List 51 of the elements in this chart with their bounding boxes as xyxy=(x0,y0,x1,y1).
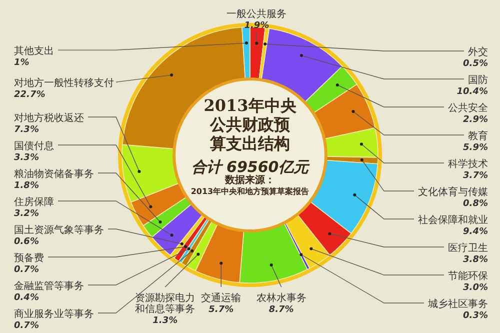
slice-label: 商业服务业等事务 xyxy=(14,308,94,320)
slice-label: 城乡社区事务 xyxy=(427,298,488,310)
data-label: 0.4% xyxy=(14,293,39,303)
slice-label: 农林水事务 xyxy=(256,292,306,304)
data-label: 0.7% xyxy=(14,265,39,275)
data-label: 1.3% xyxy=(152,316,178,326)
text: 2013年中央公共财政预算支出结构 xyxy=(204,96,298,153)
data-label: 1.8% xyxy=(14,181,39,191)
slice-label: 节能环保 xyxy=(448,270,488,282)
data-label: 0.5% xyxy=(463,59,488,70)
slice-label: 金融监管等事务 xyxy=(14,280,84,292)
slice-label: 资源勘探电力和信息等事务 xyxy=(135,292,196,315)
data-label: 1% xyxy=(14,58,30,68)
data-label: 3.3% xyxy=(14,153,39,163)
slice-label: 科学技术 xyxy=(448,158,488,170)
slice-label: 外交 xyxy=(468,46,488,58)
data-label: 3.8% xyxy=(463,255,488,266)
data-label: 5.7% xyxy=(208,305,234,315)
slice-label: 医疗卫生 xyxy=(448,242,488,254)
text: 合计 69560亿元 xyxy=(191,158,311,176)
slice-label: 教育 xyxy=(468,130,488,142)
data-label: 10.4% xyxy=(456,87,488,98)
slice-label: 住房保障 xyxy=(14,196,54,208)
data-label: 0.7% xyxy=(14,321,39,331)
slice-label: 对地方一般性转移支付 xyxy=(14,77,114,90)
data-label: 9.4% xyxy=(463,227,488,238)
data-label: 8.7% xyxy=(268,305,294,315)
slice-label: 国防 xyxy=(468,74,488,86)
data-label: 2.9% xyxy=(463,115,488,126)
source-note: 数据来源： xyxy=(224,174,275,186)
data-label: 3.0% xyxy=(463,283,488,294)
slice-label: 社会保障和就业 xyxy=(418,214,488,226)
data-label: 7.3% xyxy=(14,125,39,135)
slice-label: 交通运输 xyxy=(201,292,242,304)
slice-label: 国债付息 xyxy=(14,140,54,152)
slice-label: 国土资源气象等事务 xyxy=(14,224,104,236)
data-label: 3.2% xyxy=(14,209,39,219)
data-label: 3.7% xyxy=(463,171,488,182)
slice-label: 文化体育与传媒 xyxy=(418,186,488,198)
slice-label: 对地方税收返还 xyxy=(14,112,84,124)
data-label: 5.9% xyxy=(463,143,488,154)
data-label: 0.6% xyxy=(14,237,39,247)
data-label: 22.7% xyxy=(14,90,46,100)
data-label: 0.3% xyxy=(463,311,488,322)
slice-label: 粮油物资储备事务 xyxy=(14,168,94,180)
slice-label: 预备费 xyxy=(14,252,44,264)
slice-label: 一般公共服务 xyxy=(226,8,287,20)
text: 2013年中央和地方预算草案报告 xyxy=(190,186,310,196)
slice-label: 公共安全 xyxy=(448,102,488,114)
slice-label: 其他支出 xyxy=(14,45,54,58)
data-label: 0.8% xyxy=(463,199,488,210)
